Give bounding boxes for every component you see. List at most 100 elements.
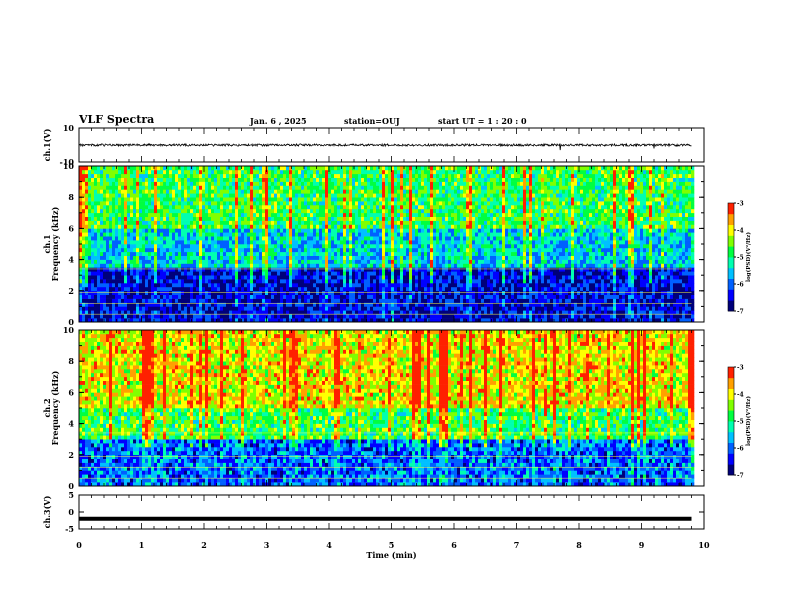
spectro-cell — [343, 220, 347, 225]
spectro-cell — [340, 267, 344, 272]
spectro-cell — [340, 169, 344, 175]
spectro-cell — [400, 283, 404, 288]
spectro-cell — [370, 279, 374, 284]
spectro-cell — [154, 169, 158, 175]
spectro-cell — [205, 314, 209, 319]
spectro-cell — [235, 244, 239, 249]
spectro-cell — [337, 251, 341, 256]
spectro-cell — [280, 205, 284, 210]
spectro-cell — [265, 294, 269, 299]
spectro-cell — [364, 181, 368, 186]
spectro-cell — [424, 310, 428, 315]
spectro-cell — [409, 173, 413, 178]
spectro-cell — [148, 294, 152, 299]
spectro-cell — [385, 224, 389, 229]
spectro-cell — [160, 306, 164, 311]
spectro-cell — [208, 236, 212, 241]
spectro-cell — [313, 314, 317, 319]
spectro-cell — [211, 224, 215, 229]
spectro-cell — [340, 212, 344, 217]
spectro-cell — [442, 205, 446, 210]
spectro-cell — [319, 193, 323, 198]
spectro-cell — [370, 208, 374, 214]
spectro-cell — [79, 169, 83, 175]
spectro-cell — [319, 205, 323, 210]
spectro-cell — [373, 220, 377, 225]
spectro-cell — [82, 205, 86, 210]
spectro-cell — [436, 302, 440, 307]
spectro-cell — [376, 286, 380, 292]
spectro-cell — [169, 286, 173, 292]
spectro-cell — [94, 212, 98, 217]
spectro-cell — [412, 208, 416, 214]
spectro-cell — [172, 306, 176, 311]
spectro-cell — [256, 318, 260, 323]
spectro-cell — [148, 259, 152, 264]
spectro-cell — [193, 236, 197, 241]
spectro-cell — [325, 169, 329, 175]
spectro-cell — [118, 173, 122, 178]
spectro-cell — [124, 185, 128, 190]
spectro-cell — [424, 263, 428, 268]
spectro-cell — [157, 294, 161, 299]
spectro-cell — [403, 302, 407, 307]
spectro-cell — [232, 220, 236, 225]
spectro-cell — [79, 232, 83, 237]
spectro-cell — [388, 275, 392, 280]
spectro-cell — [397, 228, 401, 233]
spectro-cell — [241, 201, 245, 206]
spectro-cell — [175, 208, 179, 214]
spectro-cell — [421, 201, 425, 206]
spectro-cell — [100, 197, 104, 202]
spectro-cell — [220, 169, 224, 175]
spectro-cell — [286, 232, 290, 237]
spectro-cell — [361, 189, 365, 194]
spectro-cell — [367, 314, 371, 319]
spectro-cell — [244, 298, 248, 303]
spectro-cell — [346, 177, 350, 182]
spectro-cell — [94, 263, 98, 268]
spectro-cell — [79, 173, 83, 178]
spectro-cell — [223, 306, 227, 311]
spectro-cell — [211, 283, 215, 288]
spectro-cell — [145, 181, 149, 186]
spectro-cell — [163, 236, 167, 241]
spectro-cell — [244, 212, 248, 217]
spectro-cell — [223, 212, 227, 217]
spectro-cell — [424, 286, 428, 292]
spectro-cell — [451, 286, 455, 292]
spectro-cell — [217, 189, 221, 194]
spectro-cell — [235, 302, 239, 307]
spectro-cell — [283, 259, 287, 264]
spectro-cell — [385, 298, 389, 303]
spectro-cell — [445, 275, 449, 280]
spectro-cell — [193, 173, 197, 178]
spectro-cell — [373, 255, 377, 260]
spectro-cell — [187, 212, 191, 217]
spectro-cell — [217, 271, 221, 276]
spectro-cell — [127, 263, 131, 268]
spectro-cell — [202, 189, 206, 194]
spectro-cell — [139, 286, 143, 292]
spectro-cell — [88, 232, 92, 237]
spectro-cell — [100, 247, 104, 253]
spectro-cell — [298, 193, 302, 198]
spectro-cell — [244, 185, 248, 190]
spectro-cell — [250, 224, 254, 229]
spectro-cell — [250, 263, 254, 268]
spectro-cell — [142, 318, 146, 323]
spectro-cell — [385, 251, 389, 256]
spectro-cell — [109, 189, 113, 194]
spectro-cell — [223, 228, 227, 233]
spectro-cell — [325, 189, 329, 194]
spectro-cell — [256, 224, 260, 229]
spectro-cell — [289, 185, 293, 190]
spectro-cell — [262, 302, 266, 307]
spectro-cell — [325, 197, 329, 202]
spectro-cell — [274, 208, 278, 214]
spectro-cell — [322, 208, 326, 214]
spectro-cell — [142, 224, 146, 229]
spectro-cell — [184, 294, 188, 299]
spectro-cell — [322, 286, 326, 292]
spectro-cell — [226, 286, 230, 292]
